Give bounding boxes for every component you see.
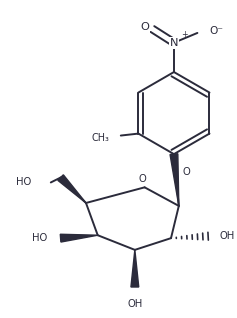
- Text: OH: OH: [127, 299, 142, 309]
- Text: CH₃: CH₃: [91, 133, 109, 142]
- Polygon shape: [131, 250, 139, 287]
- Text: O: O: [140, 22, 149, 32]
- Polygon shape: [170, 154, 179, 206]
- Polygon shape: [58, 175, 86, 203]
- Text: N: N: [170, 38, 178, 48]
- Text: HO: HO: [32, 233, 47, 243]
- Text: +: +: [181, 31, 187, 39]
- Text: O: O: [139, 174, 146, 183]
- Polygon shape: [60, 234, 98, 242]
- Text: O: O: [182, 167, 190, 177]
- Text: O⁻: O⁻: [209, 26, 223, 36]
- Text: OH: OH: [220, 231, 235, 241]
- Text: HO: HO: [16, 177, 31, 187]
